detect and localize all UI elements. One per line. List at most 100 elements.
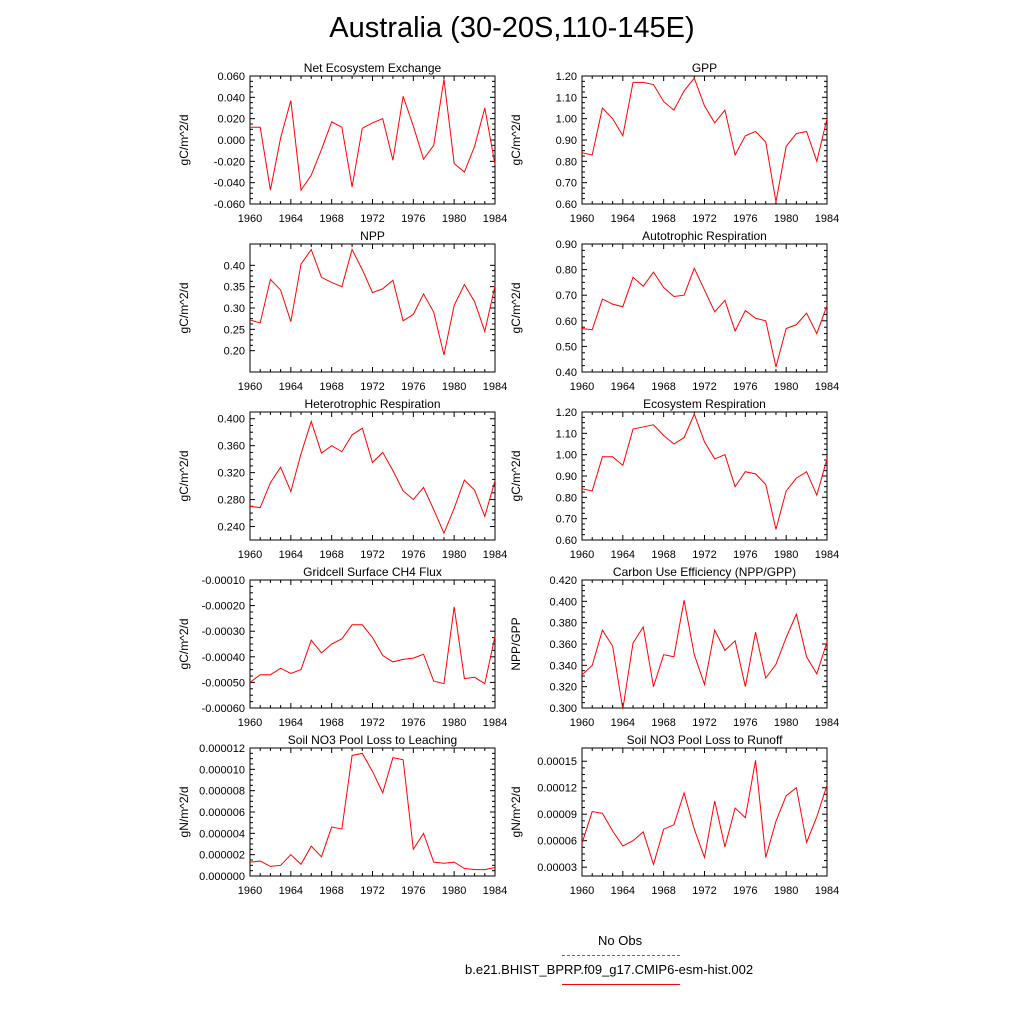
x-tick-label: 1976 [733, 213, 757, 225]
x-tick-label: 1980 [774, 381, 798, 393]
y-tick-label: 0.40 [556, 367, 577, 379]
y-tick-label: 0.60 [556, 199, 577, 211]
x-tick-label: 1968 [651, 885, 675, 897]
y-tick-label: 0.000010 [199, 764, 245, 776]
panel-title: Heterotrophic Respiration [304, 397, 440, 411]
x-tick-label: 1960 [570, 549, 594, 561]
y-tick-label: 0.00009 [537, 809, 577, 821]
x-tick-label: 1960 [238, 717, 262, 729]
x-tick-label: 1984 [815, 885, 839, 897]
x-tick-label: 1976 [401, 717, 425, 729]
plot-frame [249, 579, 496, 709]
chart-panel-6: Ecosystem Respiration gC/m^2/d 1960 1964 196… [509, 397, 839, 561]
y-tick-label: 0.00015 [537, 756, 577, 768]
x-tick-label: 1960 [570, 885, 594, 897]
y-tick-label: 0.30 [224, 303, 245, 315]
x-tick-label: 1972 [692, 717, 716, 729]
x-tick-label: 1968 [651, 549, 675, 561]
x-tick-label: 1976 [733, 717, 757, 729]
y-axis-label: NPP/GPP [509, 617, 523, 670]
x-tick-label: 1980 [442, 549, 466, 561]
y-tick-label: 0.040 [217, 92, 245, 104]
x-tick-label: 1984 [483, 717, 507, 729]
y-axis-label: gN/m^2/d [177, 787, 191, 838]
y-tick-label: 0.400 [549, 596, 577, 608]
y-tick-label: -0.020 [214, 156, 245, 168]
y-tick-label: -0.060 [214, 199, 245, 211]
y-tick-label: 0.00006 [537, 836, 577, 848]
x-tick-label: 1964 [279, 717, 303, 729]
y-tick-label: 0.280 [217, 495, 245, 507]
y-tick-label: 0.70 [556, 290, 577, 302]
x-tick-label: 1960 [238, 549, 262, 561]
x-tick-label: 1968 [651, 717, 675, 729]
y-tick-label: -0.00050 [202, 677, 245, 689]
y-tick-label: 0.70 [556, 178, 577, 190]
y-tick-label: 0.80 [556, 492, 577, 504]
x-tick-label: 1964 [611, 213, 635, 225]
series-line [249, 419, 496, 535]
x-tick-label: 1968 [319, 381, 343, 393]
x-tick-label: 1960 [238, 213, 262, 225]
x-tick-label: 1976 [401, 381, 425, 393]
panel-title: GPP [692, 61, 717, 75]
x-tick-label: 1968 [651, 381, 675, 393]
y-tick-label: 0.80 [556, 156, 577, 168]
x-tick-label: 1980 [442, 885, 466, 897]
y-tick-label: 1.10 [556, 92, 577, 104]
y-tick-label: 1.00 [556, 450, 577, 462]
x-tick-label: 1984 [815, 213, 839, 225]
chart-panel-8: Carbon Use Efficiency (NPP/GPP) NPP/GPP 19… [509, 565, 839, 729]
panel-title: Net Ecosystem Exchange [304, 61, 442, 75]
y-axis-label: gC/m^2/d [177, 619, 191, 670]
y-axis-label: gC/m^2/d [509, 283, 523, 334]
x-tick-label: 1984 [815, 717, 839, 729]
panel-title: Ecosystem Respiration [643, 397, 766, 411]
y-axis-label: gC/m^2/d [177, 115, 191, 166]
y-tick-label: 0.020 [217, 114, 245, 126]
y-tick-label: 0.420 [549, 575, 577, 587]
x-tick-label: 1980 [774, 717, 798, 729]
x-tick-label: 1980 [442, 717, 466, 729]
y-tick-label: 0.00012 [537, 783, 577, 795]
x-tick-label: 1972 [692, 885, 716, 897]
legend-obs-label: No Obs [598, 933, 643, 948]
y-axis-label: gC/m^2/d [509, 115, 523, 166]
y-tick-label: 0.25 [224, 324, 245, 336]
x-tick-label: 1980 [774, 885, 798, 897]
x-tick-label: 1972 [360, 885, 384, 897]
y-tick-label: 0.80 [556, 265, 577, 277]
plot-frame [581, 411, 828, 541]
series-line [250, 79, 496, 192]
x-tick-label: 1976 [733, 885, 757, 897]
y-tick-label: 0.360 [217, 441, 245, 453]
y-tick-label: 0.340 [549, 660, 577, 672]
y-tick-label: 0.380 [549, 618, 577, 630]
y-tick-label: 0.000000 [199, 871, 245, 883]
y-axis-label: gC/m^2/d [177, 283, 191, 334]
y-tick-label: 1.20 [556, 407, 577, 419]
y-tick-label: 0.70 [556, 514, 577, 526]
y-tick-label: 0.40 [224, 260, 245, 272]
panel-title: NPP [360, 229, 385, 243]
y-tick-label: -0.00010 [202, 575, 245, 587]
x-tick-label: 1964 [611, 885, 635, 897]
x-tick-label: 1960 [570, 213, 594, 225]
y-tick-label: 0.000008 [199, 786, 245, 798]
x-tick-label: 1984 [815, 549, 839, 561]
chart-panel-9: Soil NO3 Pool Loss to Leaching gN/m^2/d 19… [177, 733, 507, 897]
panel-title: Soil NO3 Pool Loss to Leaching [288, 733, 457, 747]
plot-frame [249, 75, 496, 205]
y-tick-label: 0.300 [549, 703, 577, 715]
y-axis-label: gC/m^2/d [509, 451, 523, 502]
panel-title: Autotrophic Respiration [642, 229, 767, 243]
x-tick-label: 1976 [401, 549, 425, 561]
y-tick-label: 1.20 [556, 71, 577, 83]
y-tick-label: 1.10 [556, 428, 577, 440]
y-tick-label: 0.90 [556, 471, 577, 483]
x-tick-label: 1972 [360, 549, 384, 561]
x-tick-label: 1964 [279, 213, 303, 225]
x-tick-label: 1980 [442, 381, 466, 393]
y-tick-label: 0.00003 [537, 862, 577, 874]
x-tick-label: 1960 [570, 381, 594, 393]
